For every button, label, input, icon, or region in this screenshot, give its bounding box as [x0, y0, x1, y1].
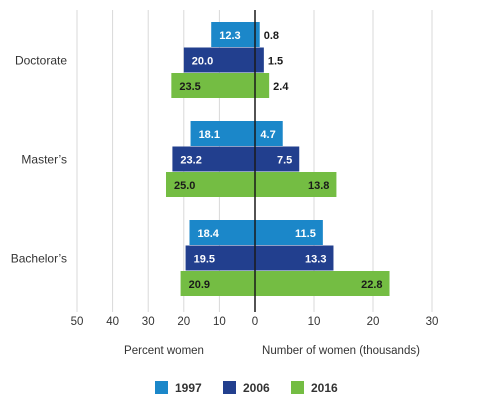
data-label-percent: 23.2: [180, 154, 201, 166]
data-label-percent: 12.3: [219, 30, 240, 42]
legend-label-1997: 1997: [175, 381, 202, 395]
data-label-percent: 18.1: [199, 129, 220, 141]
data-label-number: 2.4: [273, 81, 289, 93]
left-tick-label: 10: [213, 316, 226, 328]
left-tick-label: 50: [71, 316, 84, 328]
data-label-number: 11.5: [295, 228, 316, 240]
bar-percent-1997: [190, 121, 255, 146]
data-label-percent: 19.5: [194, 253, 215, 265]
data-label-number: 22.8: [361, 279, 382, 291]
bar-percent-2006: [183, 47, 255, 73]
legend-label-2006: 2006: [243, 381, 270, 395]
category-label: Master’s: [21, 152, 67, 166]
bar-percent-2006: [185, 245, 255, 271]
bar-number-2006: [255, 47, 264, 73]
right-tick-label: 10: [308, 316, 321, 328]
data-label-number: 1.5: [268, 55, 283, 67]
bar-number-2006: [255, 245, 334, 271]
legend-label-2016: 2016: [311, 381, 338, 395]
right-tick-label: 30: [426, 316, 439, 328]
bar-number-1997: [255, 22, 260, 47]
left-axis-title: Percent women: [124, 345, 204, 357]
bar-number-2016: [255, 271, 390, 296]
data-label-percent: 18.4: [197, 228, 219, 240]
left-tick-label: 30: [142, 316, 155, 328]
bar-number-2016: [255, 73, 270, 98]
data-label-percent: 20.0: [192, 55, 213, 67]
left-tick-label: 0: [252, 316, 258, 328]
data-label-number: 13.8: [308, 180, 329, 192]
category-label: Doctorate: [15, 53, 67, 67]
bar-percent-1997: [189, 220, 255, 245]
bar-percent-2016: [180, 271, 255, 296]
bar-percent-2006: [172, 146, 255, 172]
legend-swatch-2006: [223, 381, 236, 394]
right-axis-title: Number of women (thousands): [262, 345, 420, 357]
left-tick-label: 40: [106, 316, 119, 328]
bar-number-2016: [255, 172, 337, 197]
bar-number-2006: [255, 146, 300, 172]
data-label-percent: 25.0: [174, 180, 195, 192]
bar-percent-1997: [211, 22, 255, 47]
category-label: Bachelor’s: [11, 251, 67, 265]
data-label-number: 4.7: [260, 129, 275, 141]
legend-swatch-1997: [155, 381, 168, 394]
legend-swatch-2016: [291, 381, 304, 394]
right-tick-label: 20: [367, 316, 380, 328]
data-label-percent: 23.5: [179, 81, 200, 93]
data-label-percent: 20.9: [189, 279, 210, 291]
bar-percent-2016: [171, 73, 255, 98]
data-label-number: 0.8: [264, 30, 279, 42]
data-label-number: 13.3: [305, 253, 326, 265]
bar-number-1997: [255, 220, 323, 245]
left-tick-label: 20: [177, 316, 190, 328]
bar-number-1997: [255, 121, 283, 146]
bar-percent-2016: [166, 172, 255, 197]
data-label-number: 7.5: [277, 154, 292, 166]
